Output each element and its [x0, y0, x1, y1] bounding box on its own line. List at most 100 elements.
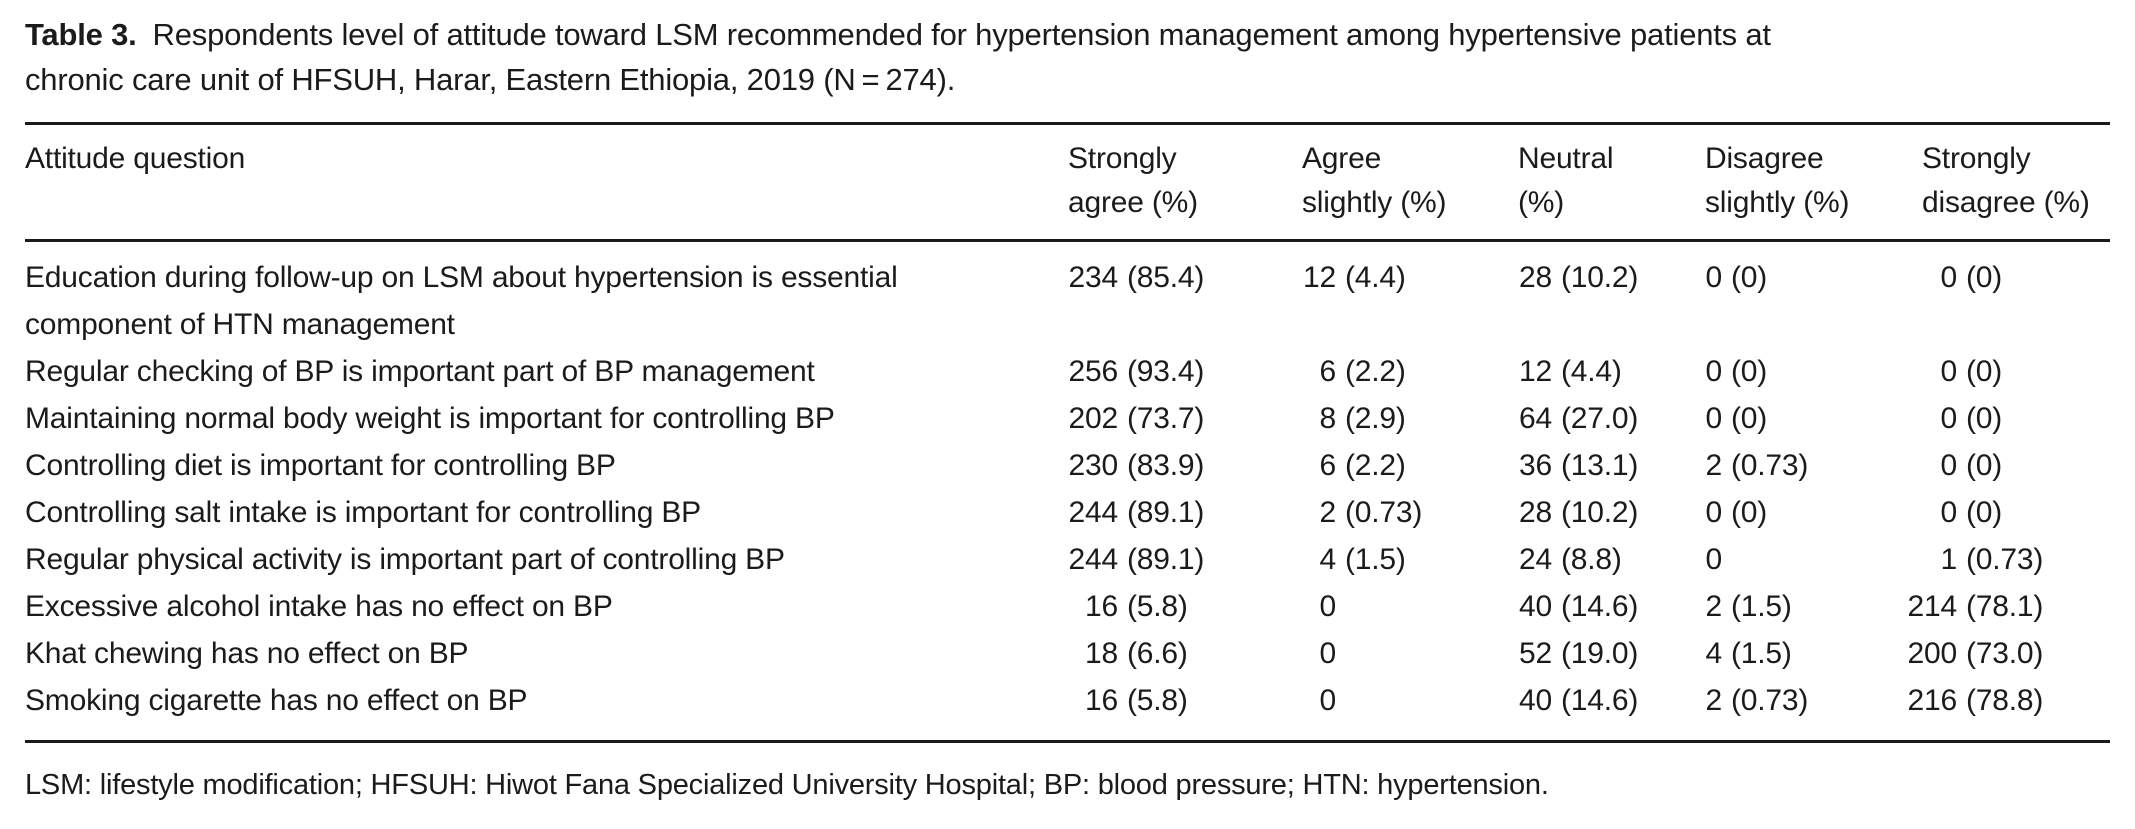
value-cell: 64 (27.0) — [1518, 395, 1705, 442]
count-value: 40 — [1519, 590, 1552, 623]
table-caption: Table 3. Respondents level of attitude to… — [25, 12, 2110, 102]
value-cell: 202 (73.7) — [1068, 395, 1302, 442]
count-value: 1 — [1940, 543, 1958, 576]
value-cell: 2 (0.73) — [1705, 442, 1907, 489]
percent-value: (13.1) — [1561, 449, 1639, 482]
percent-value: (10.2) — [1561, 496, 1639, 529]
value-cell: 12 (4.4) — [1518, 348, 1705, 395]
count-value: 234 — [1068, 261, 1119, 294]
percent-value: (0) — [1966, 496, 2003, 529]
count-value: 0 — [1940, 402, 1958, 435]
count-value: 52 — [1519, 637, 1552, 670]
percent-value: (78.8) — [1966, 684, 2044, 717]
value-cell: 6 (2.2) — [1302, 442, 1518, 489]
count-value: 244 — [1068, 496, 1119, 529]
count-value: 216 — [1907, 684, 1958, 717]
percent-value: (0) — [1966, 449, 2003, 482]
column-header: Strongly disagree (%) — [1922, 142, 2090, 219]
paper-table-page: Table 3. Respondents level of attitude to… — [25, 12, 2110, 801]
column-header: Neutral (%) — [1518, 142, 1614, 219]
percent-value: (89.1) — [1127, 496, 1205, 529]
count-value: 256 — [1068, 355, 1119, 388]
value-cell: 216 (78.8) — [1907, 677, 2110, 742]
percent-value: (0.73) — [1345, 496, 1423, 529]
question-cell: Controlling salt intake is important for… — [25, 496, 701, 529]
value-cell: 16 (5.8) — [1068, 677, 1302, 742]
percent-value: (0) — [1731, 261, 1768, 294]
count-value: 16 — [1085, 590, 1118, 623]
value-cell: 12 (4.4) — [1302, 241, 1518, 349]
percent-value: (1.5) — [1731, 637, 1792, 670]
count-value: 0 — [1940, 261, 1958, 294]
percent-value: (5.8) — [1127, 590, 1188, 623]
percent-value: (0) — [1966, 261, 2003, 294]
count-value: 0 — [1705, 402, 1723, 435]
table-row: Regular checking of BP is important part… — [25, 348, 2110, 395]
question-cell: Smoking cigarette has no effect on BP — [25, 684, 528, 717]
question-cell: Regular physical activity is important p… — [25, 543, 785, 576]
count-value: 0 — [1940, 355, 1958, 388]
count-value: 6 — [1319, 449, 1337, 482]
value-cell: 0 — [1302, 677, 1518, 742]
value-cell: 0 (0) — [1705, 348, 1907, 395]
percent-value: (85.4) — [1127, 261, 1205, 294]
count-value: 0 — [1319, 637, 1337, 670]
count-value: 64 — [1519, 402, 1552, 435]
value-cell: 8 (2.9) — [1302, 395, 1518, 442]
table-number-label: Table 3. — [25, 17, 137, 52]
percent-value: (0) — [1966, 355, 2003, 388]
percent-value: (0.73) — [1731, 449, 1809, 482]
question-cell: Excessive alcohol intake has no effect o… — [25, 590, 613, 623]
question-cell: Maintaining normal body weight is import… — [25, 402, 835, 435]
count-value: 12 — [1519, 355, 1552, 388]
count-value: 2 — [1319, 496, 1337, 529]
header-row: Attitude question Strongly agree (%) Agree s… — [25, 124, 2110, 241]
percent-value: (19.0) — [1561, 637, 1639, 670]
percent-value: (10.2) — [1561, 261, 1639, 294]
value-cell: 6 (2.2) — [1302, 348, 1518, 395]
percent-value: (14.6) — [1561, 590, 1639, 623]
table-row: Regular physical activity is important p… — [25, 536, 2110, 583]
question-cell: Khat chewing has no effect on BP — [25, 637, 469, 670]
percent-value: (2.9) — [1345, 402, 1406, 435]
percent-value: (0) — [1731, 402, 1768, 435]
value-cell: 230 (83.9) — [1068, 442, 1302, 489]
value-cell: 28 (10.2) — [1518, 241, 1705, 349]
value-cell: 4 (1.5) — [1705, 630, 1907, 677]
value-cell: 0 (0) — [1907, 489, 2110, 536]
count-value: 0 — [1319, 590, 1337, 623]
question-cell: Controlling diet is important for contro… — [25, 449, 616, 482]
count-value: 0 — [1705, 496, 1723, 529]
table-footnote: LSM: lifestyle modification; HFSUH: Hiwo… — [25, 769, 1549, 801]
percent-value: (1.5) — [1345, 543, 1406, 576]
value-cell: 28 (10.2) — [1518, 489, 1705, 536]
table-row: Controlling diet is important for contro… — [25, 442, 2110, 489]
table-row: Smoking cigarette has no effect on BP 16 (… — [25, 677, 2110, 742]
count-value: 6 — [1319, 355, 1337, 388]
percent-value: (73.7) — [1127, 402, 1205, 435]
value-cell: 18 (6.6) — [1068, 630, 1302, 677]
attitude-table: Attitude question Strongly agree (%) Agree s… — [25, 122, 2110, 743]
count-value: 24 — [1519, 543, 1552, 576]
percent-value: (6.6) — [1127, 637, 1188, 670]
percent-value: (78.1) — [1966, 590, 2044, 623]
value-cell: 0 — [1302, 630, 1518, 677]
value-cell: 24 (8.8) — [1518, 536, 1705, 583]
count-value: 244 — [1068, 543, 1119, 576]
count-value: 0 — [1705, 261, 1723, 294]
table-row: Khat chewing has no effect on BP 18 (6.6) 0… — [25, 630, 2110, 677]
value-cell: 244 (89.1) — [1068, 536, 1302, 583]
percent-value: (0) — [1731, 355, 1768, 388]
value-cell: 40 (14.6) — [1518, 677, 1705, 742]
count-value: 2 — [1705, 684, 1723, 717]
value-cell: 0 (0) — [1907, 348, 2110, 395]
percent-value: (27.0) — [1561, 402, 1639, 435]
value-cell: 16 (5.8) — [1068, 583, 1302, 630]
percent-value: (93.4) — [1127, 355, 1205, 388]
value-cell: 0 (0) — [1705, 395, 1907, 442]
count-value: 0 — [1940, 449, 1958, 482]
count-value: 12 — [1303, 261, 1336, 294]
percent-value: (73.0) — [1966, 637, 2044, 670]
count-value: 4 — [1319, 543, 1337, 576]
count-value: 4 — [1705, 637, 1723, 670]
